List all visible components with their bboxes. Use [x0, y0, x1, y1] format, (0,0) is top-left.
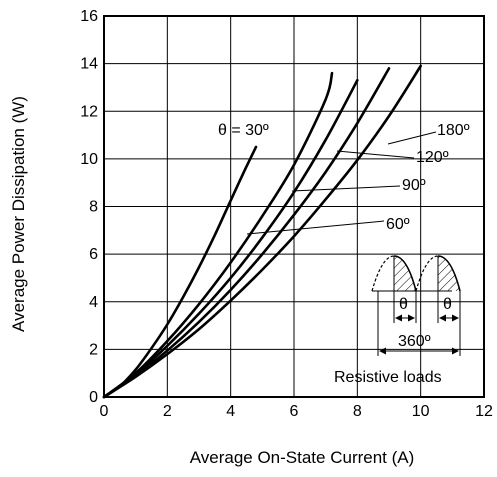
- inset-dashed-half-1: [371, 255, 395, 292]
- leader-60deg: [246, 220, 385, 235]
- y-tick-label: 4: [89, 294, 98, 311]
- leader-120deg: [336, 150, 415, 159]
- x-tick-label: 0: [100, 403, 109, 420]
- y-tick-label: 0: [89, 389, 98, 406]
- y-tick-label: 16: [80, 8, 98, 25]
- inset-theta-2: θ: [443, 296, 452, 313]
- label-180deg: 180º: [437, 122, 470, 139]
- y-tick-label: 14: [80, 56, 98, 73]
- inset-hatch-2: [438, 256, 460, 291]
- inset-theta-1: θ: [399, 296, 408, 313]
- leader-180deg: [387, 131, 437, 145]
- series-line-3: [102, 67, 391, 399]
- x-tick-label: 12: [475, 403, 493, 420]
- inset-hatch-1: [394, 256, 416, 291]
- resistive-load-inset: θ θ 360º Resistive loads: [334, 255, 461, 386]
- x-tick-label: 2: [163, 403, 172, 420]
- series-line-4: [102, 64, 422, 399]
- y-tick-label: 8: [89, 199, 98, 216]
- label-120deg: 120º: [416, 149, 449, 166]
- x-axis-label: Average On-State Current (A): [190, 448, 415, 467]
- inset-period-label: 360º: [398, 333, 431, 350]
- x-tick-label: 8: [353, 403, 362, 420]
- series-line-0: [102, 145, 258, 399]
- inset-wave-2: [437, 255, 461, 292]
- inset-caption: Resistive loads: [334, 369, 442, 386]
- label-90deg: 90º: [402, 177, 426, 194]
- y-tick-label: 2: [89, 341, 98, 358]
- series-line-2: [102, 78, 359, 399]
- x-tick-label: 6: [290, 403, 299, 420]
- inset-dashed-half-2: [415, 255, 439, 292]
- inset-wave-1: [393, 255, 417, 292]
- x-tick-label: 10: [412, 403, 430, 420]
- y-tick-label: 12: [80, 103, 98, 120]
- x-tick-label: 4: [226, 403, 235, 420]
- y-tick-label: 6: [89, 246, 98, 263]
- label-30deg: θ = 30º: [218, 122, 269, 139]
- leader-90deg: [291, 185, 401, 192]
- curves: [102, 64, 422, 399]
- series-line-1: [102, 71, 334, 399]
- y-axis-label: Average Power Dissipation (W): [9, 96, 28, 332]
- label-60deg: 60º: [386, 216, 410, 233]
- tick-labels: 0 2 4 6 8 10 12 0 2 4 6 8 10 12 14 16: [80, 8, 493, 420]
- y-tick-label: 10: [80, 151, 98, 168]
- series-annotations: θ = 30º 180º 120º 90º 60º: [218, 122, 470, 235]
- plot-frame: [103, 15, 485, 398]
